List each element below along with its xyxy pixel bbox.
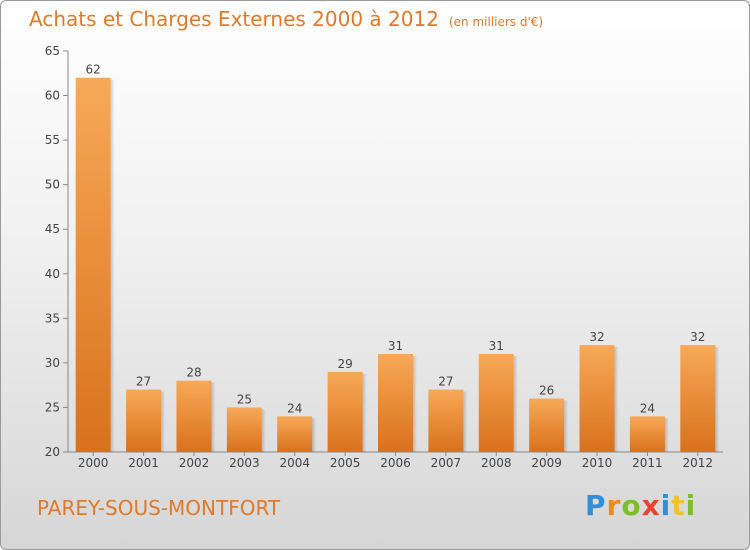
x-tick-label: 2004 [279,456,310,470]
bar-shadow [110,79,115,452]
bar-2000 [75,77,111,452]
bar-2004 [277,416,313,452]
y-tick-label: 45 [45,222,60,236]
bar-2001 [126,389,162,452]
y-tick-label: 20 [45,445,60,459]
y-tick-label: 60 [45,89,60,103]
value-label: 28 [186,366,201,380]
bar-2007 [428,389,464,452]
y-tick-label: 65 [45,44,60,58]
bar-2005 [327,371,363,452]
logo-letter: i [685,489,697,522]
value-label: 62 [86,63,101,77]
logo-letter: r [606,489,622,522]
bar-2009 [529,398,565,452]
x-tick-label: 2011 [632,456,663,470]
logo-letter: t [671,489,686,522]
x-tick-label: 2009 [531,456,562,470]
value-label: 29 [337,357,352,371]
bar-shadow [614,347,619,452]
bar-shadow [211,382,216,452]
bar-shadow [463,391,468,452]
bar-shadow [312,418,317,452]
unit-note: (en milliers d'€) [448,15,544,29]
bar-2011 [629,416,665,452]
x-tick-label: 2008 [481,456,512,470]
bar-2002 [176,380,212,452]
logo-letter: o [621,489,642,522]
x-tick-label: 2001 [128,456,159,470]
y-tick-label: 35 [45,311,60,325]
bar-2008 [478,353,514,452]
value-label: 31 [388,339,403,353]
x-tick-label: 2000 [78,456,109,470]
bar-shadow [715,347,720,452]
bar-2012 [680,345,716,452]
bars: 62 27 28 25 24 29 31 27 31 26 32 24 32 [75,63,720,452]
value-label: 32 [589,330,604,344]
bar-shadow [261,409,266,452]
value-label: 32 [690,330,705,344]
value-label: 24 [640,401,655,415]
value-label: 25 [237,392,252,406]
value-label: 24 [287,401,302,415]
x-tick-label: 2003 [229,456,260,470]
x-tick-label: 2006 [380,456,411,470]
bar-2010 [579,345,615,452]
value-label: 27 [136,375,151,389]
chart-title: Achats et Charges Externes 2000 à 2012 (e… [29,7,543,31]
title-text: Achats et Charges Externes 2000 à 2012 [29,7,439,31]
logo-letter: i [660,489,672,522]
value-label: 26 [539,384,554,398]
logo-letter: P [585,489,607,522]
x-tick-label: 2007 [431,456,462,470]
y-tick-label: 30 [45,356,60,370]
x-tick-label: 2012 [683,456,714,470]
bar-shadow [664,418,669,452]
y-tick-label: 55 [45,133,60,147]
bar-shadow [413,355,417,452]
proxiti-logo: Proxiti [585,489,696,522]
x-tick-label: 2010 [582,456,613,470]
axes: 20 25 30 35 40 45 50 55 60 65 2000 2001 2002 2003 2004… [45,44,723,470]
y-tick-label: 25 [45,400,60,414]
value-label: 31 [489,339,504,353]
x-tick-label: 2002 [179,456,210,470]
bar-shadow [362,373,367,452]
logo-letter: x [641,489,661,522]
value-label: 27 [438,375,453,389]
bar-shadow [161,391,166,452]
y-tick-label: 40 [45,267,60,281]
bar-2006 [378,353,413,452]
bar-shadow [513,355,518,452]
place-name: PAREY-SOUS-MONTFORT [37,496,281,520]
bar-shadow [564,400,569,452]
bar-2003 [226,407,262,452]
y-tick-label: 50 [45,178,60,192]
x-tick-label: 2005 [330,456,361,470]
